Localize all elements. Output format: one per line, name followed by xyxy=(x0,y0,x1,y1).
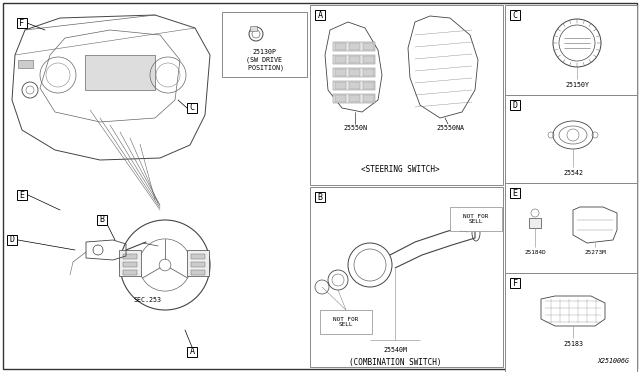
Bar xyxy=(529,218,541,228)
Text: <STEERING SWITCH>: <STEERING SWITCH> xyxy=(361,166,439,174)
Text: X251006G: X251006G xyxy=(597,358,629,364)
Bar xyxy=(17,18,27,28)
Bar xyxy=(310,5,503,185)
Text: D: D xyxy=(10,235,15,244)
Text: 25184D: 25184D xyxy=(524,250,546,256)
Text: NOT FOR
SELL: NOT FOR SELL xyxy=(333,317,358,327)
Bar xyxy=(363,43,374,50)
Bar xyxy=(335,56,346,63)
Bar xyxy=(510,278,520,288)
Text: A: A xyxy=(189,347,195,356)
Text: 25183: 25183 xyxy=(563,341,583,347)
Bar xyxy=(97,215,107,225)
Text: 25550NA: 25550NA xyxy=(436,125,464,131)
Bar xyxy=(187,347,197,357)
Bar xyxy=(349,95,360,102)
Bar xyxy=(320,310,372,334)
Bar xyxy=(335,95,346,102)
Bar xyxy=(119,250,141,276)
Bar xyxy=(191,262,205,267)
Bar xyxy=(363,69,374,76)
Bar xyxy=(349,69,360,76)
Bar xyxy=(505,183,637,273)
Text: F: F xyxy=(19,19,24,28)
Bar xyxy=(124,254,137,259)
Bar xyxy=(315,10,325,20)
Bar xyxy=(222,12,307,77)
Bar xyxy=(363,82,374,89)
Bar xyxy=(124,270,137,275)
Text: E: E xyxy=(19,190,24,199)
Bar xyxy=(315,192,325,202)
Text: SEC.253: SEC.253 xyxy=(134,297,162,303)
Text: C: C xyxy=(189,103,195,112)
Bar xyxy=(333,81,375,90)
Bar xyxy=(335,82,346,89)
Bar xyxy=(310,187,503,367)
Bar xyxy=(505,273,637,372)
Text: 25273M: 25273M xyxy=(584,250,606,256)
Bar xyxy=(363,95,374,102)
Bar xyxy=(333,55,375,64)
Text: 25542: 25542 xyxy=(563,170,583,176)
Bar xyxy=(17,190,27,200)
Text: (SW DRIVE
 POSITION): (SW DRIVE POSITION) xyxy=(244,57,285,71)
Text: (COMBINATION SWITCH): (COMBINATION SWITCH) xyxy=(349,357,441,366)
Text: E: E xyxy=(513,189,518,198)
Text: 25550N: 25550N xyxy=(343,125,367,131)
Bar xyxy=(85,55,155,90)
Text: B: B xyxy=(317,192,323,202)
Bar xyxy=(333,94,375,103)
Bar xyxy=(363,56,374,63)
Text: D: D xyxy=(513,100,518,109)
Bar xyxy=(335,69,346,76)
Bar xyxy=(510,188,520,198)
Bar xyxy=(333,42,375,51)
Bar xyxy=(18,60,33,68)
Bar xyxy=(450,207,502,231)
Bar xyxy=(510,100,520,110)
Bar xyxy=(510,10,520,20)
Bar xyxy=(250,26,257,31)
Bar xyxy=(349,56,360,63)
Text: C: C xyxy=(513,10,518,19)
Text: 25540M: 25540M xyxy=(383,347,407,353)
Text: A: A xyxy=(317,10,323,19)
Text: 25130P: 25130P xyxy=(253,49,276,55)
Bar xyxy=(349,82,360,89)
Bar xyxy=(505,95,637,183)
Bar xyxy=(505,5,637,95)
Text: B: B xyxy=(99,215,104,224)
Bar xyxy=(333,68,375,77)
Bar xyxy=(349,43,360,50)
Bar xyxy=(124,262,137,267)
Bar xyxy=(335,43,346,50)
Bar xyxy=(7,235,17,245)
Text: 25150Y: 25150Y xyxy=(565,82,589,88)
Bar xyxy=(187,103,197,113)
Bar xyxy=(187,250,209,276)
Text: F: F xyxy=(513,279,518,288)
Bar xyxy=(191,270,205,275)
Text: NOT FOR
SELL: NOT FOR SELL xyxy=(463,214,489,224)
Bar xyxy=(191,254,205,259)
